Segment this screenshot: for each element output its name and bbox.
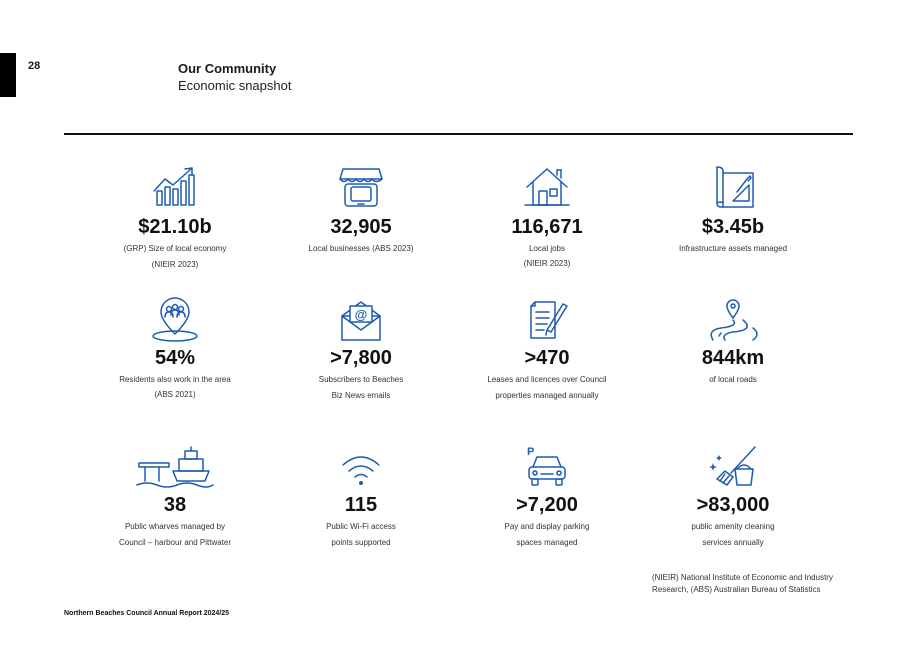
- svg-text:P: P: [527, 446, 534, 458]
- stat-businesses: 32,905 Local businesses (ABS 2023): [261, 165, 461, 255]
- stat-value: 32,905: [330, 216, 392, 238]
- footnote-line: (NIEIR) National Institute of Economic a…: [652, 573, 833, 582]
- stat-value: 54%: [154, 347, 196, 369]
- stat-jobs: 116,671 Local jobs (NIEIR 2023): [447, 165, 647, 270]
- stat-label-2: Biz News emails: [331, 391, 391, 400]
- report-footer: Northern Beaches Council Annual Report 2…: [64, 610, 230, 617]
- stat-value: 844km: [701, 347, 765, 369]
- page-number: 28: [28, 60, 41, 72]
- stat-value: >470: [524, 347, 570, 369]
- stat-label: Residents also work in the area: [119, 375, 231, 384]
- stat-residents: 54% Residents also work in the area (ABS…: [75, 296, 275, 401]
- stat-label-2: (NIEIR 2023): [151, 260, 199, 269]
- stat-label: Public Wi-Fi access: [326, 522, 396, 531]
- footnote: (NIEIR) National Institute of Economic a…: [652, 572, 872, 596]
- stat-economy: $21.10b (GRP) Size of local economy (NIE…: [75, 165, 275, 271]
- stat-value: 38: [163, 494, 187, 516]
- stat-label: Leases and licences over Council: [487, 375, 607, 384]
- stat-parking: P >7,200 Pay and display parking spaces …: [447, 443, 647, 549]
- stat-label-2: points supported: [331, 538, 391, 547]
- page-edge-tab: [0, 53, 16, 97]
- stat-label-2: services annually: [702, 538, 764, 547]
- stat-infrastructure: $3.45b Infrastructure assets managed: [633, 165, 833, 255]
- parking-car-icon: P: [517, 443, 577, 489]
- wharf-ferry-icon: [136, 443, 214, 489]
- stat-label: Subscribers to Beaches: [318, 375, 404, 384]
- stat-leases: >470 Leases and licences over Council pr…: [447, 296, 647, 402]
- stat-label: Local businesses (ABS 2023): [308, 244, 414, 253]
- stat-label-2: spaces managed: [516, 538, 578, 547]
- stat-roads: 844km of local roads: [633, 296, 833, 386]
- stat-value: 116,671: [511, 216, 583, 238]
- page-subtitle: Economic snapshot: [178, 78, 292, 93]
- stat-value: 115: [344, 494, 378, 516]
- stat-label-2: (ABS 2021): [154, 390, 196, 399]
- stat-label: Pay and display parking: [504, 522, 590, 531]
- stat-label-2: properties managed annually: [495, 391, 599, 400]
- stat-cleaning: >83,000 public amenity cleaning services…: [633, 443, 833, 549]
- stat-wifi: 115 Public Wi-Fi access points supported: [261, 443, 461, 549]
- stat-label: of local roads: [709, 375, 757, 384]
- stat-subscribers: @ >7,800 Subscribers to Beaches Biz News…: [261, 296, 461, 402]
- stat-wharves: 38 Public wharves managed by Council – h…: [75, 443, 275, 549]
- growth-chart-icon: [145, 165, 205, 211]
- document-pen-icon: [517, 296, 577, 342]
- stat-label-2: Council – harbour and Pittwater: [118, 538, 232, 547]
- email-envelope-icon: @: [331, 296, 391, 342]
- stat-label: Infrastructure assets managed: [678, 244, 788, 253]
- stat-label: (GRP) Size of local economy: [123, 244, 227, 253]
- stat-value: >7,800: [330, 347, 392, 369]
- footnote-line: Research, (ABS) Australian Bureau of Sta…: [652, 585, 821, 594]
- stat-label: Public wharves managed by: [124, 522, 226, 531]
- blueprint-icon: [703, 165, 763, 211]
- stat-label-2: (NIEIR 2023): [523, 259, 571, 268]
- stat-value: $21.10b: [138, 216, 212, 238]
- stat-value: >7,200: [516, 494, 578, 516]
- shopfront-icon: [331, 165, 391, 211]
- header-divider: [64, 133, 853, 135]
- stat-value: $3.45b: [701, 216, 765, 238]
- winding-road-icon: [703, 296, 763, 342]
- svg-text:@: @: [355, 307, 368, 322]
- page-title: Our Community: [178, 61, 277, 76]
- wifi-icon: [331, 443, 391, 489]
- house-icon: [517, 165, 577, 211]
- stat-label: public amenity cleaning: [691, 522, 775, 531]
- broom-bucket-icon: [703, 443, 763, 489]
- stat-label: Local jobs: [528, 244, 566, 253]
- stat-value: >83,000: [696, 494, 770, 516]
- community-pin-icon: [145, 296, 205, 342]
